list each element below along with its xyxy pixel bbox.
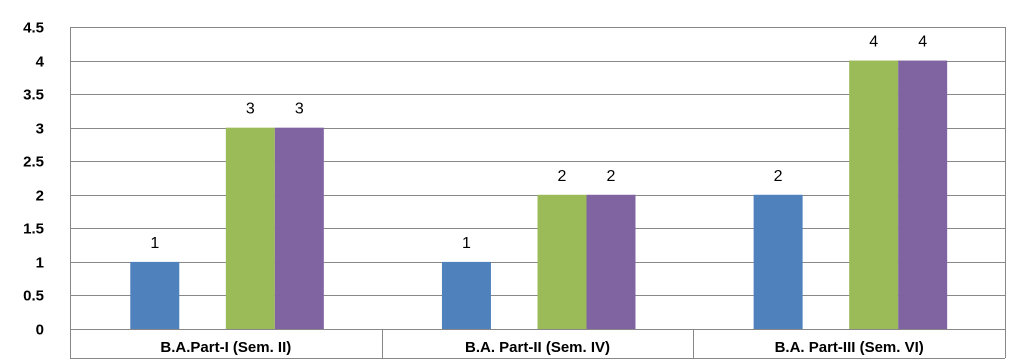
data-label: 2	[558, 168, 567, 185]
y-tick-label: 1	[36, 255, 44, 272]
y-tick-label: 1.5	[23, 221, 44, 238]
bar	[130, 261, 180, 329]
y-tick-label: 2	[36, 188, 44, 205]
data-label: 4	[918, 34, 927, 51]
y-tick-label: 2.5	[23, 154, 44, 171]
y-tick-label: 0.5	[23, 288, 44, 305]
category-label: B.A.Part-I (Sem. II)	[160, 339, 291, 356]
y-axis-ticks: 0 0.5 1 1.5 2 2.5 3 3.5 4 4.5	[23, 20, 45, 339]
data-label: 1	[462, 235, 471, 252]
y-tick-label: 0	[36, 322, 44, 339]
y-tick-label: 3.5	[23, 87, 44, 104]
bar	[753, 194, 803, 329]
bar	[274, 127, 324, 330]
category-label: B.A. Part-III (Sem. VI)	[775, 339, 924, 356]
x-axis-categories: B.A.Part-I (Sem. II) B.A. Part-II (Sem. I…	[160, 339, 923, 356]
bar	[849, 60, 899, 330]
bar	[537, 194, 587, 329]
bar	[586, 194, 636, 329]
bars	[130, 60, 948, 330]
data-labels: 1 3 3 1 2 2 2 4 4	[150, 34, 927, 252]
y-tick-label: 4	[36, 54, 45, 71]
data-label: 3	[295, 101, 304, 118]
data-label: 1	[150, 235, 159, 252]
data-label: 3	[246, 101, 255, 118]
data-label: 4	[869, 34, 878, 51]
bar	[225, 127, 275, 330]
bar	[441, 261, 491, 329]
bar	[898, 60, 948, 330]
y-tick-label: 4.5	[23, 20, 44, 37]
data-label: 2	[607, 168, 616, 185]
data-label: 2	[774, 168, 783, 185]
category-label: B.A. Part-II (Sem. IV)	[465, 339, 610, 356]
y-tick-label: 3	[36, 121, 44, 138]
